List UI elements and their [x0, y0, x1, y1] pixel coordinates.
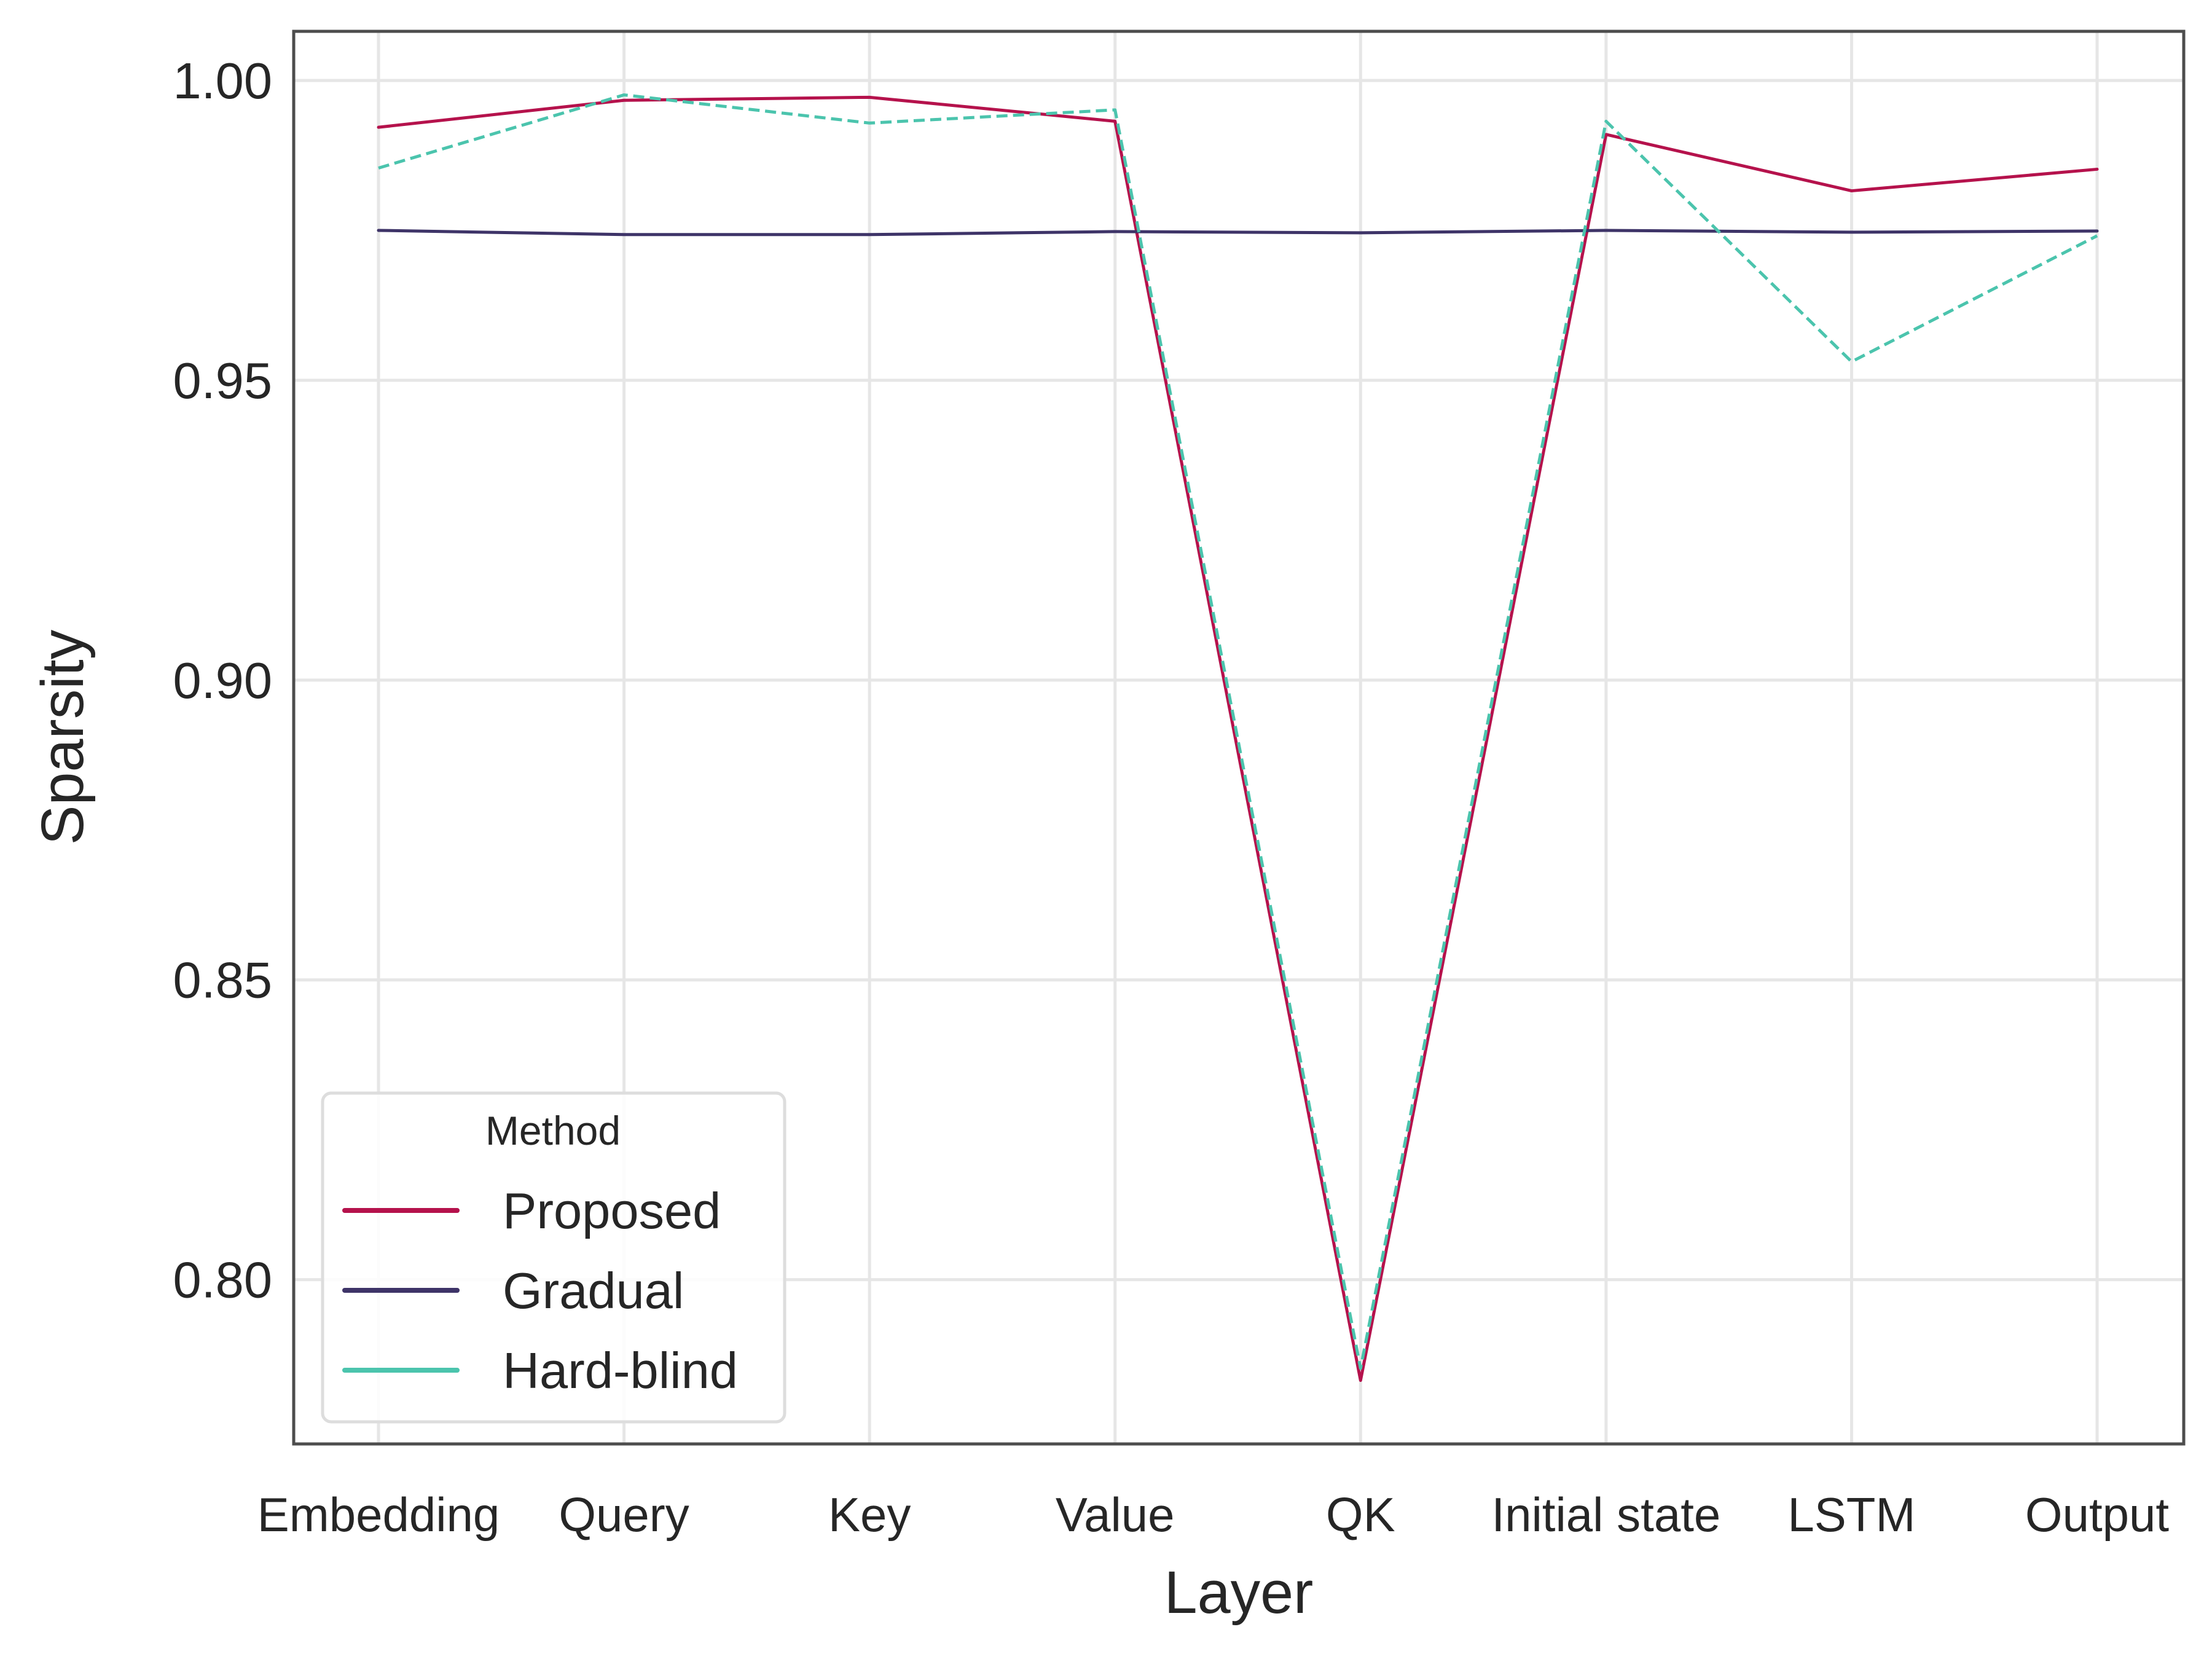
y-axis-label: Sparsity: [29, 629, 96, 845]
series-lines: [377, 93, 2099, 1382]
legend-box: [321, 1091, 786, 1424]
x-tick-label: Initial state: [1491, 1488, 1720, 1542]
x-ticks: Embedding Query Key Value QK Initial state LST…: [257, 1488, 2170, 1542]
y-tick-label: 0.90: [173, 652, 272, 709]
x-tick-label: QK: [1326, 1488, 1395, 1542]
x-tick-label: Value: [1056, 1488, 1175, 1542]
y-tick-label: 0.95: [173, 352, 272, 409]
y-tick-label: 0.85: [173, 952, 272, 1009]
series-line-gradual: [377, 229, 2099, 237]
x-tick-label: Key: [828, 1488, 911, 1542]
x-tick-label: LSTM: [1787, 1488, 1915, 1542]
x-tick-label: Query: [559, 1488, 689, 1542]
grid: [294, 31, 2184, 1444]
legend-label: Proposed: [503, 1182, 721, 1239]
plot-frame: [292, 29, 2186, 1446]
x-tick-label: Embedding: [257, 1488, 500, 1542]
y-tick-label: 0.80: [173, 1252, 272, 1309]
legend-title: Method: [485, 1108, 621, 1153]
x-axis-label: Layer: [1164, 1559, 1314, 1626]
x-tick-label: Output: [2025, 1488, 2169, 1542]
y-tick-label: 1.00: [173, 52, 272, 109]
series-line-proposed: [377, 95, 2099, 1382]
series-line-hard-blind: [378, 93, 2098, 1370]
legend: Method Proposed Gradual Hard-blind: [321, 1091, 786, 1424]
y-ticks: 0.80 0.85 0.90 0.95 1.00: [173, 52, 272, 1309]
legend-label: Hard-blind: [503, 1342, 738, 1399]
legend-label: Gradual: [503, 1262, 684, 1319]
